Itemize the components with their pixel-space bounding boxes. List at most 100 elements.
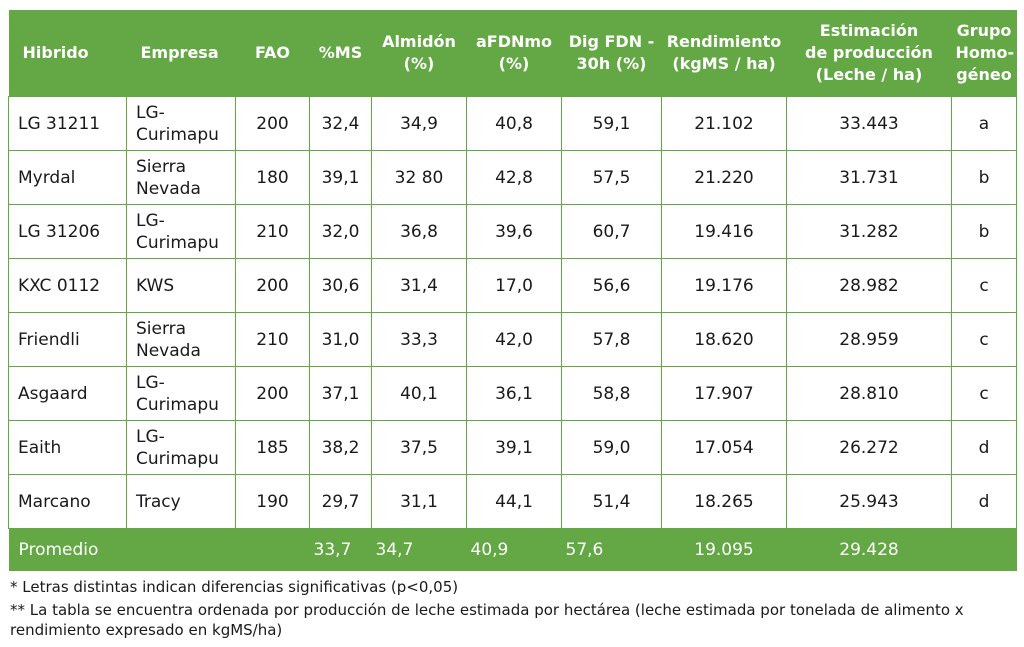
cell-fao: 200 [235, 366, 310, 421]
cell-grupo: c [951, 258, 1017, 313]
cell-hibrido: KXC 0112 [8, 258, 127, 313]
cell-ms: 37,1 [309, 366, 372, 421]
header-grupo: Grupo Homo- géneo [951, 10, 1017, 97]
header-hibrido: Hibrido [8, 10, 127, 97]
cell-dig-fdn: 59,0 [561, 420, 662, 475]
cell-almidon: 40,1 [371, 366, 467, 421]
table-row: Myrdal Sierra Nevada 180 39,1 32 80 42,8… [8, 150, 1017, 205]
header-ms: %MS [309, 10, 372, 97]
cell-ms: 39,1 [309, 150, 372, 205]
cell-afdnmo: 42,0 [466, 312, 562, 367]
cell-empresa: Sierra Nevada [126, 312, 236, 367]
header-rendimiento: Rendimiento (kgMS / ha) [661, 10, 787, 97]
cell-estimacion: 25.943 [786, 474, 952, 529]
cell-fao: 200 [235, 258, 310, 313]
cell-dig-fdn: 57,8 [561, 312, 662, 367]
header-empresa: Empresa [126, 10, 236, 97]
cell-ms: 32,4 [309, 96, 372, 151]
table-body: LG 31211 LG- Curimapu 200 32,4 34,9 40,8… [8, 96, 1017, 529]
cell-afdnmo: 44,1 [466, 474, 562, 529]
cell-grupo: c [951, 366, 1017, 421]
cell-empresa: KWS [126, 258, 236, 313]
cell-estimacion: 33.443 [786, 96, 952, 151]
cell-estimacion: 31.731 [786, 150, 952, 205]
cell-dig-fdn: 51,4 [561, 474, 662, 529]
cell-almidon: 33,3 [371, 312, 467, 367]
cell-fao: 210 [235, 312, 310, 367]
cell-rendimiento: 21.220 [661, 150, 787, 205]
cell-ms: 32,0 [309, 204, 372, 259]
cell-afdnmo: 17,0 [466, 258, 562, 313]
cell-rendimiento: 19.416 [661, 204, 787, 259]
header-afdnmo: aFDNmo (%) [466, 10, 562, 97]
cell-fao: 200 [235, 96, 310, 151]
table-row: LG 31206 LG- Curimapu 210 32,0 36,8 39,6… [8, 204, 1017, 259]
cell-dig-fdn: 58,8 [561, 366, 662, 421]
cell-empresa: LG- Curimapu [126, 366, 236, 421]
cell-rendimiento: 18.620 [661, 312, 787, 367]
footer-rendimiento: 19.095 [661, 528, 787, 571]
cell-ms: 31,0 [309, 312, 372, 367]
cell-afdnmo: 39,1 [466, 420, 562, 475]
cell-empresa: LG- Curimapu [126, 96, 236, 151]
footer-empty [951, 528, 1017, 571]
cell-rendimiento: 17.054 [661, 420, 787, 475]
cell-hibrido: Myrdal [8, 150, 127, 205]
footnotes: * Letras distintas indican diferencias s… [10, 577, 1020, 643]
results-table: Hibrido Empresa FAO %MS Almidón (%) aFDN… [8, 10, 1017, 571]
cell-fao: 210 [235, 204, 310, 259]
cell-estimacion: 28.810 [786, 366, 952, 421]
table-row: Friendli Sierra Nevada 210 31,0 33,3 42,… [8, 312, 1017, 367]
cell-rendimiento: 17.907 [661, 366, 787, 421]
cell-grupo: d [951, 420, 1017, 475]
cell-almidon: 34,9 [371, 96, 467, 151]
cell-grupo: d [951, 474, 1017, 529]
cell-empresa: LG- Curimapu [126, 204, 236, 259]
cell-dig-fdn: 57,5 [561, 150, 662, 205]
footer-almidon: 34,7 [371, 528, 467, 571]
cell-rendimiento: 19.176 [661, 258, 787, 313]
cell-almidon: 31,1 [371, 474, 467, 529]
cell-ms: 30,6 [309, 258, 372, 313]
cell-hibrido: Asgaard [8, 366, 127, 421]
header-estimacion: Estimación de producción (Leche / ha) [786, 10, 952, 97]
header-dig-fdn: Dig FDN - 30h (%) [561, 10, 662, 97]
cell-almidon: 37,5 [371, 420, 467, 475]
cell-hibrido: Eaith [8, 420, 127, 475]
table-footer: Promedio 33,7 34,7 40,9 57,6 19.095 29.4… [8, 528, 1017, 571]
cell-empresa: Tracy [126, 474, 236, 529]
footer-ms: 33,7 [309, 528, 372, 571]
cell-fao: 190 [235, 474, 310, 529]
cell-hibrido: Marcano [8, 474, 127, 529]
cell-afdnmo: 40,8 [466, 96, 562, 151]
footer-afdnmo: 40,9 [466, 528, 562, 571]
cell-estimacion: 28.959 [786, 312, 952, 367]
cell-empresa: Sierra Nevada [126, 150, 236, 205]
cell-estimacion: 31.282 [786, 204, 952, 259]
cell-almidon: 36,8 [371, 204, 467, 259]
table-row: Marcano Tracy 190 29,7 31,1 44,1 51,4 18… [8, 474, 1017, 529]
cell-dig-fdn: 56,6 [561, 258, 662, 313]
cell-hibrido: Friendli [8, 312, 127, 367]
cell-fao: 185 [235, 420, 310, 475]
cell-almidon: 31,4 [371, 258, 467, 313]
cell-grupo: b [951, 204, 1017, 259]
table-row: KXC 0112 KWS 200 30,6 31,4 17,0 56,6 19.… [8, 258, 1017, 313]
cell-afdnmo: 39,6 [466, 204, 562, 259]
footnote-significance: * Letras distintas indican diferencias s… [10, 578, 459, 596]
header-fao: FAO [235, 10, 310, 97]
footer-row-promedio: Promedio 33,7 34,7 40,9 57,6 19.095 29.4… [8, 528, 1017, 571]
cell-dig-fdn: 60,7 [561, 204, 662, 259]
cell-grupo: a [951, 96, 1017, 151]
cell-dig-fdn: 59,1 [561, 96, 662, 151]
table-row: LG 31211 LG- Curimapu 200 32,4 34,9 40,8… [8, 96, 1017, 151]
cell-afdnmo: 36,1 [466, 366, 562, 421]
cell-fao: 180 [235, 150, 310, 205]
cell-empresa: LG- Curimapu [126, 420, 236, 475]
cell-ms: 38,2 [309, 420, 372, 475]
cell-rendimiento: 21.102 [661, 96, 787, 151]
table-row: Asgaard LG- Curimapu 200 37,1 40,1 36,1 … [8, 366, 1017, 421]
table-row: Eaith LG- Curimapu 185 38,2 37,5 39,1 59… [8, 420, 1017, 475]
footer-label: Promedio [8, 528, 310, 571]
cell-grupo: c [951, 312, 1017, 367]
